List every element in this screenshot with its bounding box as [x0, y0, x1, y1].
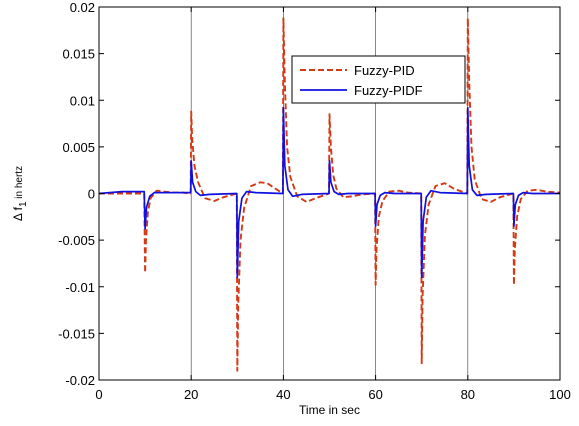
legend-box	[291, 55, 466, 104]
series-line-fuzzy-pidf	[98, 106, 560, 279]
y-tick-label: -0.015	[58, 326, 95, 341]
legend: Fuzzy-PID Fuzzy-PIDF	[291, 55, 466, 104]
y-axis-label-suffix: in hertz	[14, 166, 25, 202]
y-axis-label: Δ f1 in hertz	[11, 166, 29, 221]
x-tick-label: 80	[461, 387, 475, 402]
legend-label: Fuzzy-PIDF	[354, 83, 423, 98]
y-tick-label: 0.015	[62, 47, 95, 62]
x-tick-label: 100	[549, 387, 571, 402]
y-tick-label: 0.01	[70, 93, 95, 108]
x-tick-label: 40	[276, 387, 290, 402]
y-tick-label: -0.01	[65, 280, 95, 295]
series-line-fuzzy-pid	[99, 17, 561, 372]
x-tick-label: 20	[184, 387, 198, 402]
x-tick-label: 0	[95, 387, 102, 402]
y-axis-label-main: Δ f	[11, 206, 25, 221]
y-axis-label-subscript: 1	[18, 201, 29, 207]
legend-label: Fuzzy-PID	[354, 63, 415, 78]
series-group	[98, 17, 561, 372]
y-tick-label: 0.005	[62, 140, 95, 155]
y-tick-label: 0.02	[70, 0, 95, 15]
x-tick-label: 60	[368, 387, 382, 402]
y-tick-label: 0	[88, 187, 95, 202]
axis-ticks: 0 20 40 60 80 100 0.02 0.015 0.01 0.005 0 -0.005 -0.…	[58, 0, 571, 402]
x-axis-label: Time in sec	[299, 403, 360, 417]
y-tick-label: -0.005	[58, 233, 95, 248]
y-tick-label: -0.02	[65, 373, 95, 388]
